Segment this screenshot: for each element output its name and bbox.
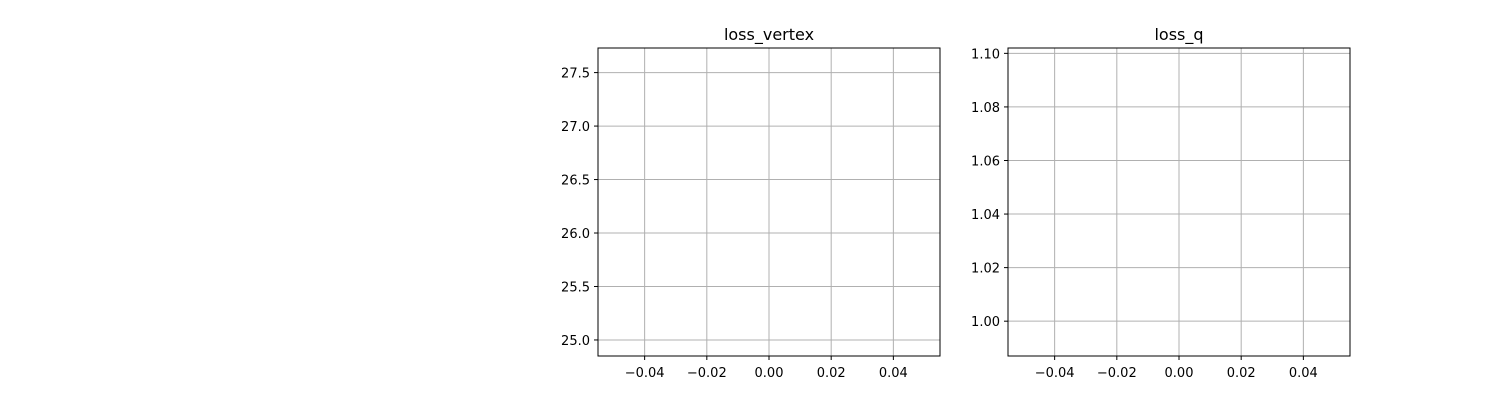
y-tick-label: 27.0 xyxy=(561,120,590,135)
x-tick-label: −0.02 xyxy=(1097,366,1137,381)
y-tick-label: 1.08 xyxy=(971,101,1000,116)
x-tick-label: 0.04 xyxy=(1289,366,1318,381)
x-tick-label: 0.00 xyxy=(1165,366,1194,381)
y-tick-label: 1.04 xyxy=(971,208,1000,223)
x-tick-label: 0.02 xyxy=(1227,366,1256,381)
subplot-title: loss_q xyxy=(1154,25,1203,45)
y-tick-label: 25.0 xyxy=(561,334,590,349)
y-tick-label: 1.00 xyxy=(971,315,1000,330)
x-tick-label: 0.00 xyxy=(755,366,784,381)
y-tick-label: 1.06 xyxy=(971,154,1000,169)
x-tick-label: 0.04 xyxy=(879,366,908,381)
x-tick-label: −0.04 xyxy=(1035,366,1075,381)
y-tick-label: 26.5 xyxy=(561,174,590,189)
x-tick-label: −0.02 xyxy=(687,366,727,381)
y-tick-label: 1.02 xyxy=(971,262,1000,277)
y-tick-label: 25.5 xyxy=(561,280,590,295)
y-tick-label: 1.10 xyxy=(971,47,1000,62)
loss-q-subplot: loss_q −0.04 −0.02 0.00 0.02 0.04 1.00 1.02 1.0… xyxy=(971,25,1351,381)
x-tick-label: 0.02 xyxy=(817,366,846,381)
x-tick-label: −0.04 xyxy=(625,366,665,381)
y-tick-label: 27.5 xyxy=(561,67,590,82)
y-tick-label: 26.0 xyxy=(561,227,590,242)
loss-vertex-subplot: loss_vertex −0.04 −0.02 0.00 0.02 0.04 25.0 25… xyxy=(561,25,941,381)
subplot-title: loss_vertex xyxy=(724,25,814,45)
